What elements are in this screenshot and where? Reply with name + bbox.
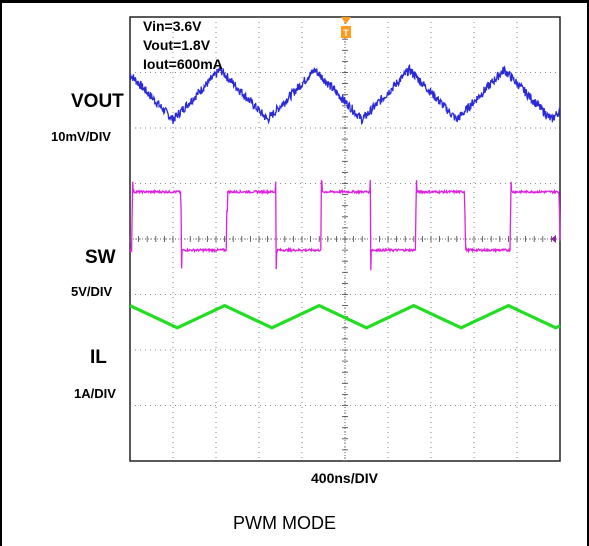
- trace-sw: [129, 179, 561, 271]
- sw-channel-label: SW: [85, 247, 116, 268]
- vout-channel-label: VOUT: [71, 91, 124, 112]
- condition-vin: Vin=3.6V: [143, 18, 202, 34]
- sw-scale-label: 5V/DIV: [71, 284, 113, 299]
- x-axis-label: 400ns/DIV: [311, 470, 378, 486]
- trace-il: [129, 303, 561, 330]
- traces: [129, 63, 561, 330]
- il-scale-label: 1A/DIV: [74, 386, 116, 401]
- condition-vout: Vout=1.8V: [143, 37, 211, 53]
- test-conditions: Vin=3.6V Vout=1.8V Iout=600mA: [143, 17, 223, 74]
- vout-scale-label: 10mV/DIV: [51, 129, 111, 144]
- il-channel-label: IL: [90, 347, 107, 368]
- trigger-level-marker: [551, 235, 556, 243]
- trigger-label: T: [343, 28, 349, 38]
- trigger-marker: T: [341, 17, 351, 38]
- grid: [129, 16, 561, 462]
- caption: PWM MODE: [233, 513, 336, 533]
- condition-iout: Iout=600mA: [143, 56, 223, 72]
- trace-vout: [129, 63, 561, 125]
